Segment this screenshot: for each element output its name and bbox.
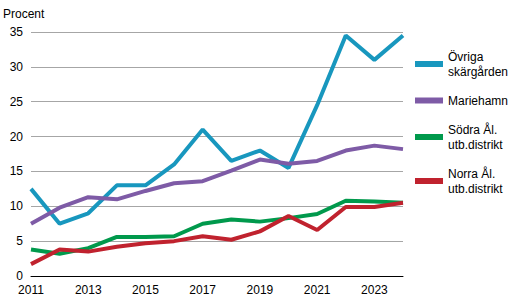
svg-text:35: 35 bbox=[10, 25, 24, 39]
svg-text:2011: 2011 bbox=[18, 283, 44, 297]
svg-text:15: 15 bbox=[10, 164, 24, 178]
svg-text:25: 25 bbox=[10, 95, 24, 109]
svg-text:2021: 2021 bbox=[304, 283, 331, 297]
svg-text:0: 0 bbox=[16, 269, 23, 283]
svg-text:2023: 2023 bbox=[361, 283, 388, 297]
svg-text:Mariehamn: Mariehamn bbox=[448, 94, 508, 108]
svg-text:utb.distrikt: utb.distrikt bbox=[448, 138, 503, 152]
svg-text:Procent: Procent bbox=[3, 7, 45, 21]
svg-text:Södra Ål.: Södra Ål. bbox=[448, 122, 497, 137]
svg-text:2017: 2017 bbox=[189, 283, 216, 297]
svg-text:utb.distrikt: utb.distrikt bbox=[448, 182, 503, 196]
svg-text:20: 20 bbox=[10, 130, 24, 144]
svg-text:skärgården: skärgården bbox=[448, 65, 508, 79]
svg-text:Övriga: Övriga bbox=[448, 50, 484, 64]
svg-text:Norra Ål.: Norra Ål. bbox=[448, 166, 495, 181]
svg-text:10: 10 bbox=[10, 199, 24, 213]
svg-text:5: 5 bbox=[16, 234, 23, 248]
svg-text:30: 30 bbox=[10, 60, 24, 74]
svg-text:2015: 2015 bbox=[132, 283, 159, 297]
svg-text:2019: 2019 bbox=[247, 283, 274, 297]
svg-text:2013: 2013 bbox=[75, 283, 102, 297]
